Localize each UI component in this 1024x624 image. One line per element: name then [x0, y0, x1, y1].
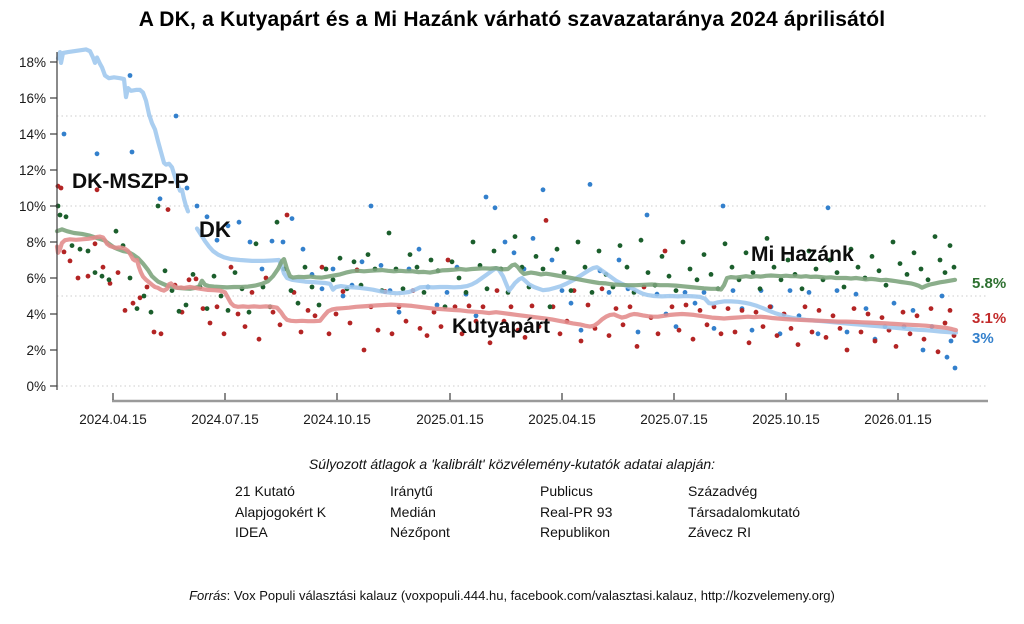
pollster-item: Századvég [688, 483, 758, 499]
source-line: Forrás: Vox Populi választási kalauz (vo… [0, 588, 1024, 603]
pollster-item: Társadalomkutató [688, 503, 801, 520]
svg-text:10%: 10% [19, 199, 46, 214]
svg-text:2025.07.15: 2025.07.15 [640, 412, 708, 427]
svg-text:2025.04.15: 2025.04.15 [528, 412, 596, 427]
chart-subtitle: Súlyozott átlagok a 'kalibrált' közvélem… [308, 456, 716, 472]
chart-canvas: 0% 2% 4% 6% 8% 10% 12% 14% 16% 18% 2024.04.15 2024.… [19, 47, 1006, 427]
source-text: : Vox Populi választási kalauz (voxpopul… [226, 588, 835, 603]
chart-title: A DK, a Kutyapárt és a Mi Hazánk várható… [138, 8, 886, 31]
svg-text:2024.07.15: 2024.07.15 [191, 412, 259, 427]
pollster-item: Nézőpont [390, 524, 450, 540]
svg-text:0%: 0% [26, 379, 46, 394]
pollster-column-3: Publicus Real-PR 93 Republikon [540, 481, 612, 543]
pollster-column-4: Századvég Társadalomkutató Závecz RI [688, 481, 800, 543]
pollster-item: Alapjogokért K [235, 503, 327, 520]
svg-text:14%: 14% [19, 127, 46, 142]
svg-text:2025.01.15: 2025.01.15 [416, 412, 484, 427]
source-label: Forrás [189, 588, 227, 603]
pollster-item: Iránytű [390, 483, 433, 499]
svg-text:4%: 4% [26, 307, 46, 322]
svg-text:2024.10.15: 2024.10.15 [303, 412, 371, 427]
svg-text:Kutyapárt: Kutyapárt [452, 315, 550, 338]
pollster-column-2: Iránytű Medián Nézőpont [390, 481, 450, 543]
pollster-column-1: 21 Kutató Alapjogokért K IDEA [235, 481, 326, 543]
svg-text:16%: 16% [19, 91, 46, 106]
pollster-item: Závecz RI [688, 524, 752, 540]
svg-text:2026.01.15: 2026.01.15 [864, 412, 932, 427]
svg-text:3.1%: 3.1% [972, 310, 1006, 327]
svg-text:12%: 12% [19, 163, 46, 178]
pollster-item: Real-PR 93 [540, 503, 613, 520]
pollster-item: Republikon [540, 524, 611, 540]
svg-text:2%: 2% [26, 343, 46, 358]
svg-text:Mi Hazánk: Mi Hazánk [751, 243, 854, 266]
svg-text:DK: DK [199, 217, 231, 242]
svg-text:2024.04.15: 2024.04.15 [79, 412, 147, 427]
pollster-item: Publicus [540, 483, 593, 499]
svg-text:5.8%: 5.8% [972, 275, 1006, 292]
svg-text:8%: 8% [26, 235, 46, 250]
svg-text:2025.10.15: 2025.10.15 [752, 412, 820, 427]
pollster-item: 21 Kutató [235, 483, 295, 499]
svg-text:6%: 6% [26, 271, 46, 286]
svg-text:18%: 18% [19, 55, 46, 70]
pollster-item: IDEA [235, 524, 268, 540]
svg-text:3%: 3% [972, 330, 994, 347]
pollster-item: Medián [390, 503, 436, 520]
svg-text:DK-MSZP-P: DK-MSZP-P [72, 170, 189, 193]
